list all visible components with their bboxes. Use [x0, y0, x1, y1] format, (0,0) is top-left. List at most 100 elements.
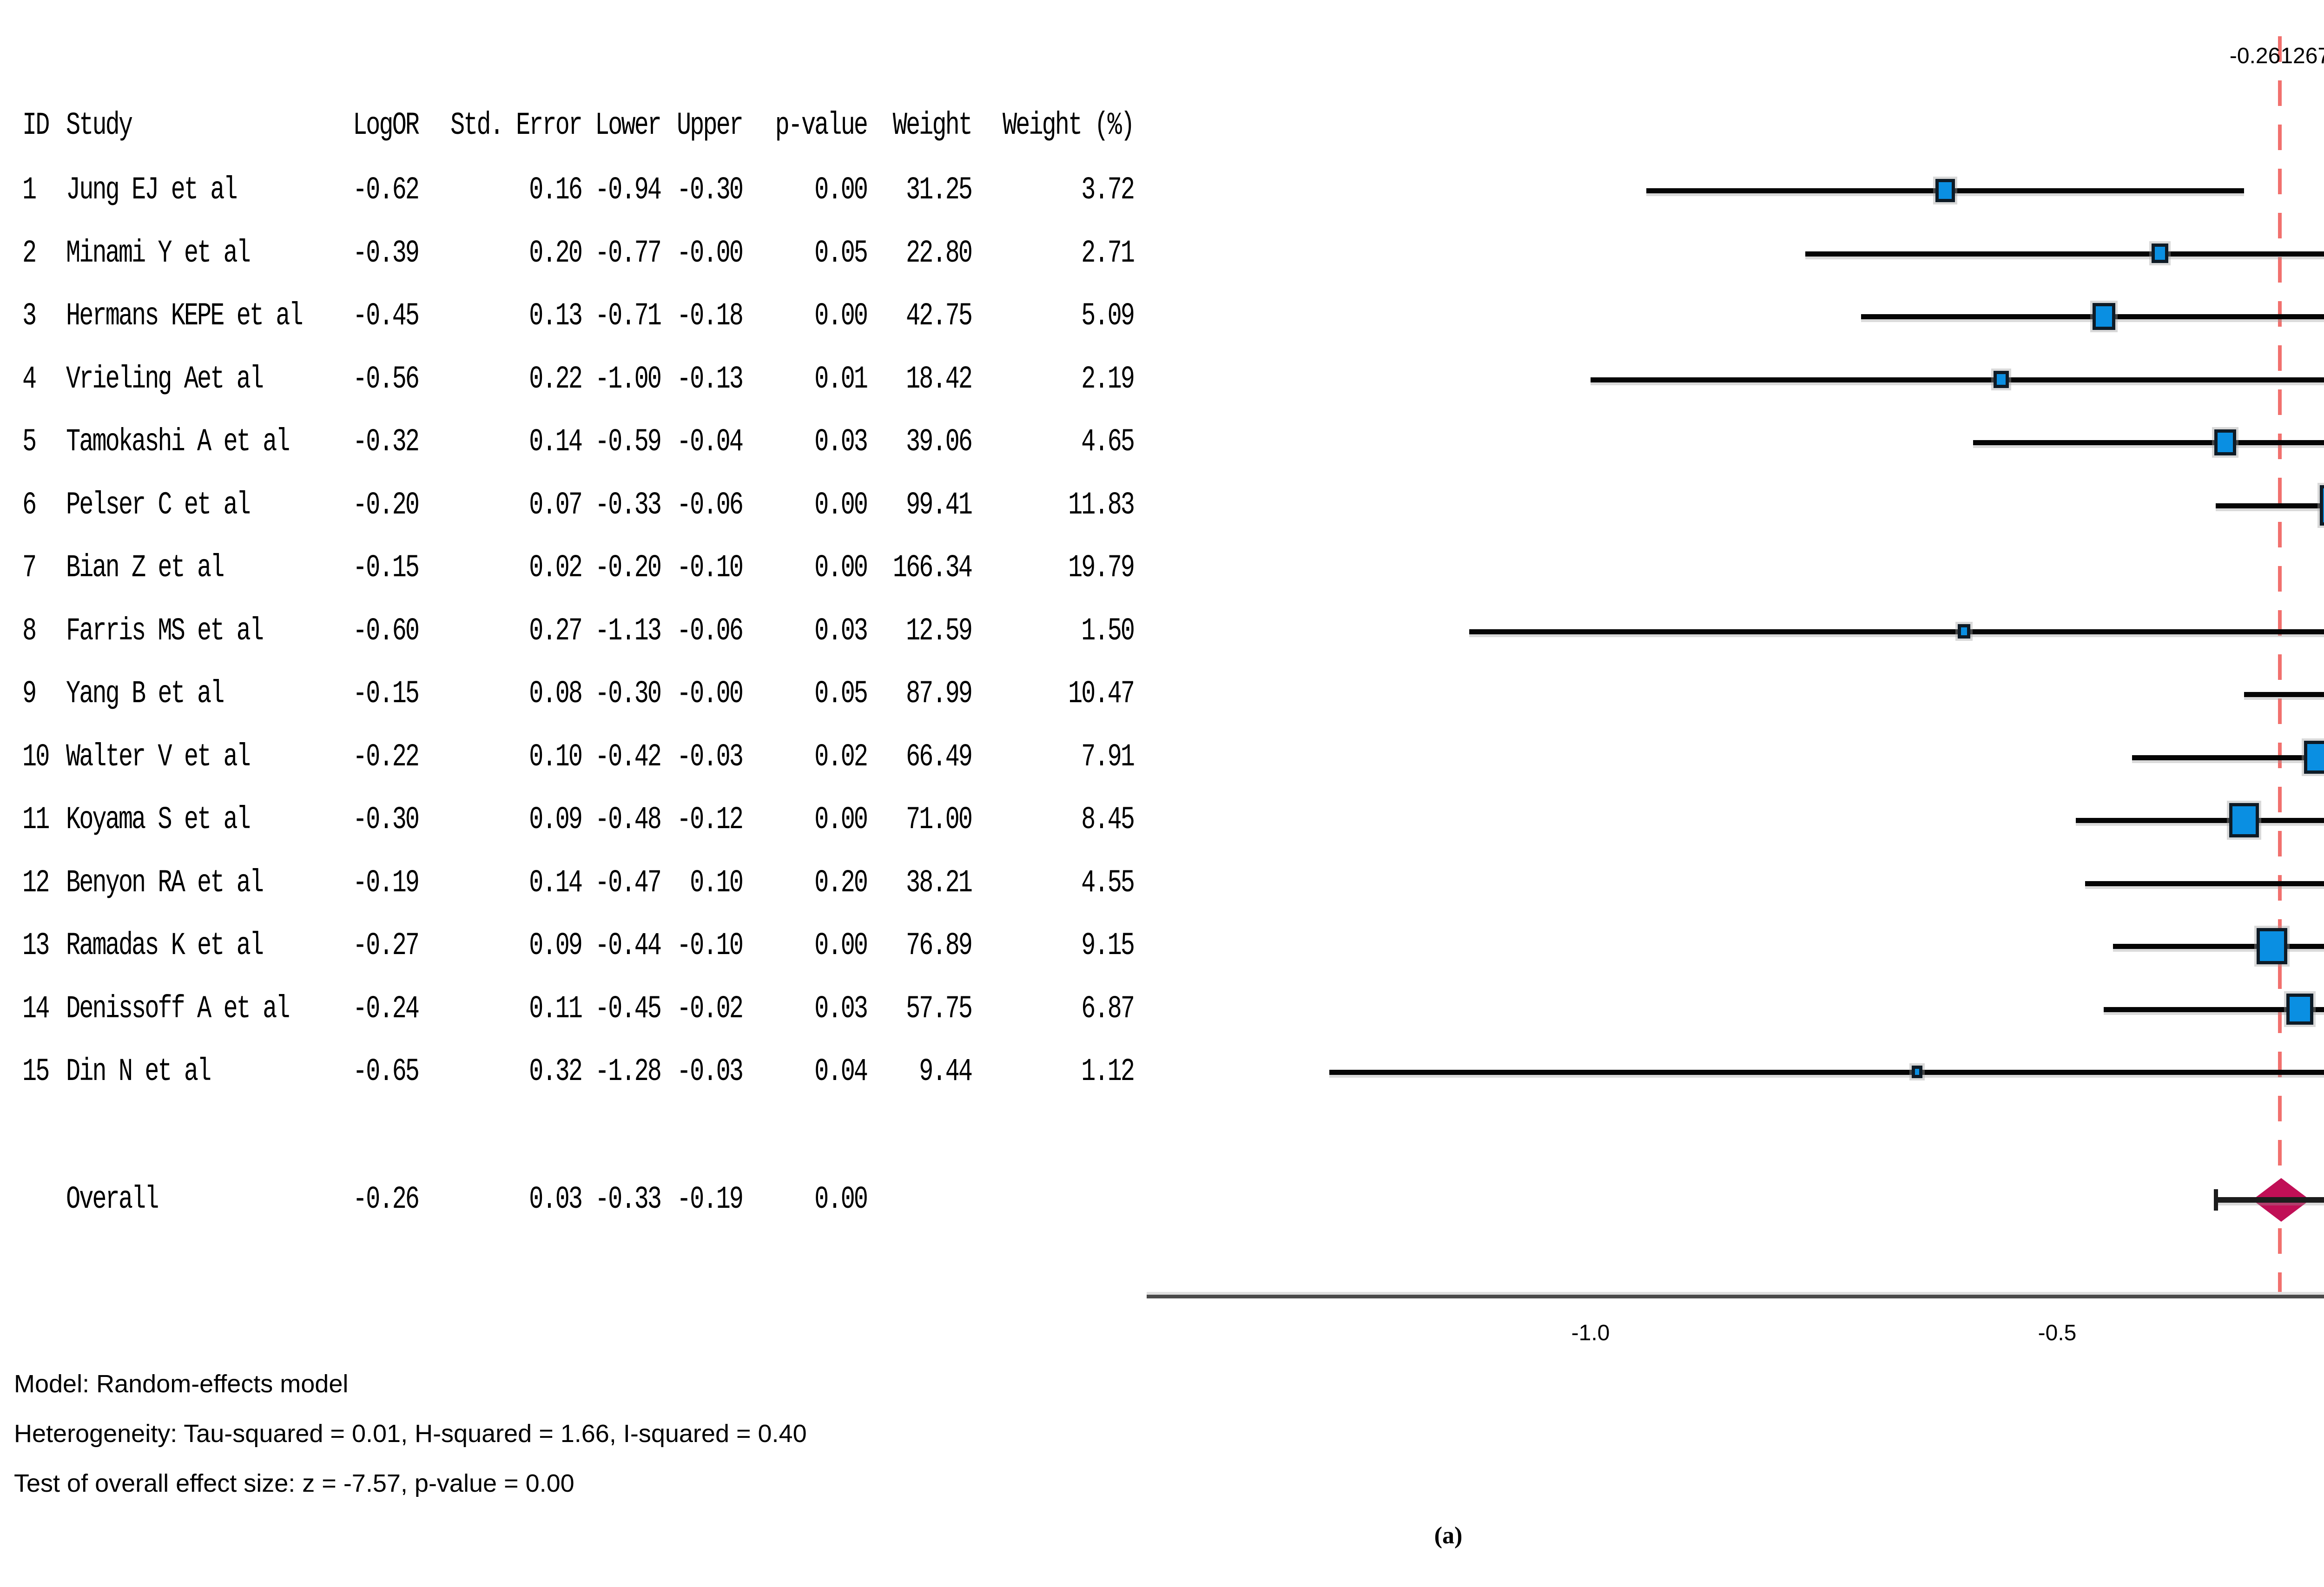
cell-stderr: 0.20 [529, 235, 583, 271]
cell-id: 7 [22, 550, 37, 586]
cell-upper: -0.00 [676, 676, 744, 712]
cell-logor: -0.32 [352, 424, 420, 461]
cell-study: Walter V et al [66, 738, 251, 775]
cell-weight: 57.75 [905, 990, 973, 1027]
ci-line [2132, 755, 2324, 760]
cell-stderr: 0.09 [529, 928, 583, 964]
cell-logor: -0.15 [352, 676, 420, 712]
table-header-row: ID Study LogOR Std. Error Lower Upper p-value W… [0, 107, 1162, 144]
cell-logor: -0.62 [352, 172, 420, 209]
cell-stderr: 0.11 [529, 990, 583, 1027]
cell-study: Ramadas K et al [66, 928, 264, 964]
overall-ci-cap [2214, 1189, 2218, 1211]
cell-weight-pct: 1.12 [1081, 1054, 1135, 1090]
cell-weight: 22.80 [905, 235, 973, 271]
cell-logor: -0.45 [352, 298, 420, 335]
cell-study: Benyon RA et al [66, 864, 264, 901]
cell-study: Minami Y et al [66, 235, 251, 271]
cell-logor: -0.56 [352, 361, 420, 397]
cell-weight-pct: 2.71 [1081, 235, 1135, 271]
ci-line [2085, 881, 2324, 886]
cell-weight: 76.89 [905, 928, 973, 964]
cell-upper: -0.04 [676, 424, 744, 461]
cell-upper: -0.13 [676, 361, 744, 397]
cell-stderr: 0.02 [529, 550, 583, 586]
effect-marker [2304, 740, 2324, 774]
cell-stderr: 0.14 [529, 864, 583, 901]
cell-pvalue: 0.03 [814, 424, 868, 461]
model-annotations: Model: Random-effects model Heterogeneit… [14, 1359, 807, 1508]
cell-logor: -0.24 [352, 990, 420, 1027]
cell-logor: -0.60 [352, 612, 420, 649]
x-tick-label: -0.5 [2038, 1321, 2077, 1345]
table-row: 12 Benyon RA et al -0.19 0.14 -0.47 0.10 0.20 3… [0, 865, 1162, 901]
cell-logor: -0.15 [352, 550, 420, 586]
cell-id: 11 [22, 802, 50, 838]
cell-pvalue: 0.02 [814, 738, 868, 775]
cell-lower: -0.59 [594, 424, 662, 461]
cell-study: Pelser C et al [66, 487, 251, 523]
cell-pvalue: 0.05 [814, 676, 868, 712]
cell-weight: 42.75 [905, 298, 973, 335]
x-tick-label: -1.0 [1571, 1321, 1610, 1345]
cell-upper: -0.12 [676, 802, 744, 838]
cell-pvalue: 0.20 [814, 864, 868, 901]
cell-weight-pct: 19.79 [1068, 550, 1135, 586]
cell-study: Farris MS et al [66, 612, 264, 649]
heterogeneity-text: Heterogeneity: Tau-squared = 0.01, H-squ… [14, 1420, 807, 1448]
cell-stderr: 0.10 [529, 738, 583, 775]
cell-logor: -0.27 [352, 928, 420, 964]
cell-lower: -0.33 [594, 1181, 662, 1218]
table-overall-row: Overall -0.26 0.03 -0.33 -0.19 0.00 [0, 1181, 1162, 1218]
cell-stderr: 0.08 [529, 676, 583, 712]
cell-id: 4 [22, 361, 37, 397]
cell-weight: 9.44 [919, 1054, 973, 1090]
cell-stderr: 0.14 [529, 424, 583, 461]
cell-upper: -0.02 [676, 990, 744, 1027]
cell-upper: -0.18 [676, 298, 744, 335]
table-row: 14 Denissoff A et al -0.24 0.11 -0.45 -0.02 0.… [0, 991, 1162, 1027]
cell-id: 6 [22, 487, 37, 523]
effect-marker [1912, 1066, 1923, 1079]
cell-weight-pct: 1.50 [1081, 612, 1135, 649]
cell-stderr: 0.16 [529, 172, 583, 209]
cell-pvalue: 0.01 [814, 361, 868, 397]
table-row: 15 Din N et al -0.65 0.32 -1.28 -0.03 0.04 9.44… [0, 1054, 1162, 1090]
cell-upper: 0.10 [690, 864, 744, 901]
cell-weight: 66.49 [905, 738, 973, 775]
ci-line [2244, 692, 2324, 697]
cell-id: 10 [22, 738, 50, 775]
cell-stderr: 0.07 [529, 487, 583, 523]
cell-weight: 31.25 [905, 172, 973, 209]
figure-caption: (a) [1434, 1522, 1463, 1549]
cell-weight-pct: 6.87 [1081, 990, 1135, 1027]
cell-pvalue: 0.00 [814, 928, 868, 964]
effect-marker [2214, 429, 2237, 455]
cell-id: 8 [22, 612, 37, 649]
cell-study: Bian Z et al [66, 550, 224, 586]
cell-lower: Lower [594, 107, 662, 144]
cell-lower: -0.94 [594, 172, 662, 209]
overall-effect-test-text: Test of overall effect size: z = -7.57, … [14, 1469, 574, 1497]
cell-stderr: 0.13 [529, 298, 583, 335]
study-table: ID Study LogOR Std. Error Lower Upper p-value W… [0, 0, 1162, 1255]
effect-marker [2286, 994, 2313, 1025]
cell-study: Hermans KEPE et al [66, 298, 304, 335]
cell-logor: LogOR [352, 107, 420, 144]
cell-upper: -0.03 [676, 738, 744, 775]
cell-pvalue: 0.00 [814, 1181, 868, 1218]
cell-lower: -0.30 [594, 676, 662, 712]
cell-lower: -0.77 [594, 235, 662, 271]
table-row: 10 Walter V et al -0.22 0.10 -0.42 -0.03 0.02 6… [0, 739, 1162, 775]
cell-weight: 99.41 [905, 487, 973, 523]
table-row: 2 Minami Y et al -0.39 0.20 -0.77 -0.00 0.05 22… [0, 235, 1162, 271]
cell-weight-pct: 5.09 [1081, 298, 1135, 335]
cell-id: 13 [22, 928, 50, 964]
cell-weight: 87.99 [905, 676, 973, 712]
cell-lower: -0.42 [594, 738, 662, 775]
effect-marker [2256, 928, 2288, 964]
table-row: 3 Hermans KEPE et al -0.45 0.13 -0.71 -0.18 0.… [0, 298, 1162, 334]
table-row: 13 Ramadas K et al -0.27 0.09 -0.44 -0.10 0.00… [0, 928, 1162, 964]
cell-study: Yang B et al [66, 676, 224, 712]
table-row: 5 Tamokashi A et al -0.32 0.14 -0.59 -0.04 0.0… [0, 424, 1162, 460]
